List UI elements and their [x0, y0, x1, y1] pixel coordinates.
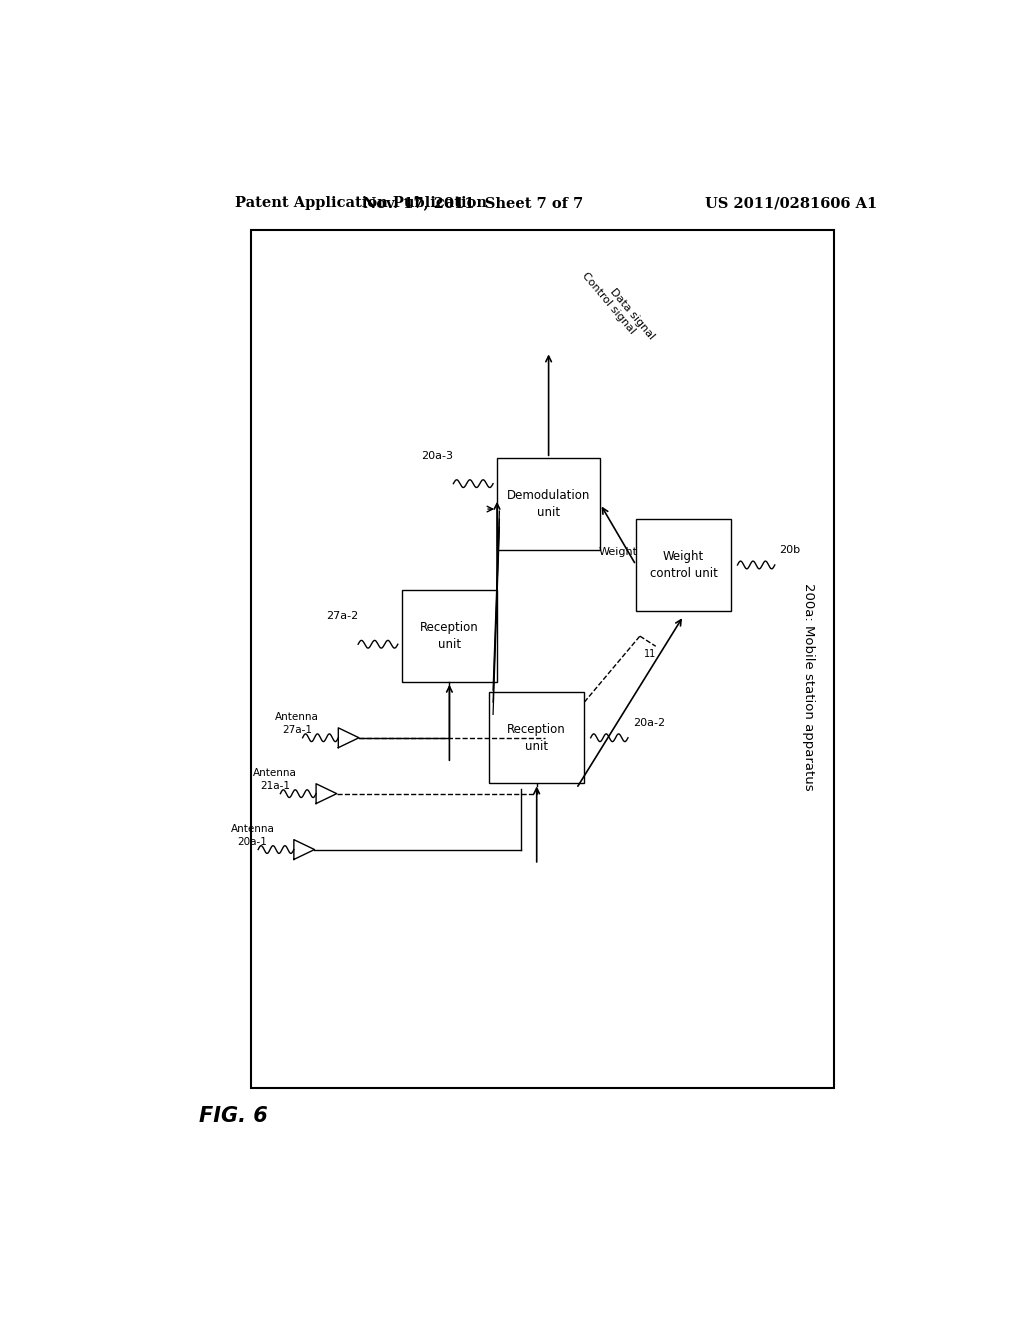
Text: Antenna
27a-1: Antenna 27a-1	[275, 713, 318, 735]
Text: Data signal: Data signal	[608, 286, 656, 342]
Text: 200a: Mobile station apparatus: 200a: Mobile station apparatus	[802, 583, 815, 791]
Bar	[401, 590, 497, 682]
Text: Reception
unit: Reception unit	[420, 622, 479, 651]
Text: Control signal: Control signal	[581, 271, 637, 337]
Text: 20a-3: 20a-3	[422, 451, 454, 461]
Text: Reception
unit: Reception unit	[507, 723, 566, 752]
Text: Demodulation
unit: Demodulation unit	[507, 488, 590, 519]
Text: 20b: 20b	[779, 545, 800, 554]
Bar	[497, 458, 600, 549]
Text: Weight
control unit: Weight control unit	[649, 550, 718, 579]
Text: 20a-2: 20a-2	[634, 718, 666, 727]
Text: Antenna
20a-1: Antenna 20a-1	[230, 824, 274, 846]
Text: Antenna
21a-1: Antenna 21a-1	[253, 768, 297, 791]
Text: 11: 11	[644, 649, 656, 660]
Text: Patent Application Publication: Patent Application Publication	[236, 195, 487, 210]
Text: Weight: Weight	[599, 546, 638, 557]
Bar	[636, 519, 731, 611]
Bar	[251, 230, 835, 1089]
Text: FIG. 6: FIG. 6	[200, 1106, 268, 1126]
Text: Nov. 17, 2011  Sheet 7 of 7: Nov. 17, 2011 Sheet 7 of 7	[364, 195, 584, 210]
Text: 27a-2: 27a-2	[327, 611, 358, 620]
Bar	[489, 692, 585, 784]
Text: US 2011/0281606 A1: US 2011/0281606 A1	[705, 195, 877, 210]
